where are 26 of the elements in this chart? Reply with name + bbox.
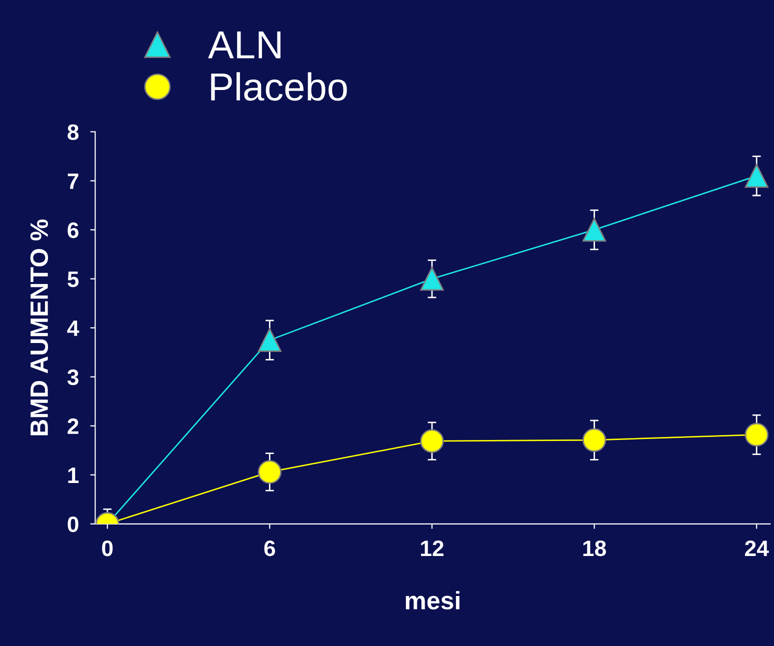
y-tick-label: 7 [68,174,78,189]
legend-label: ALN [208,32,280,58]
x-tick-label: 6 [264,540,276,556]
point [744,164,768,188]
x-axis-title: mesi [406,591,460,610]
legend-label: Placebo [211,72,347,101]
point [258,328,282,352]
y-tick-label: 6 [68,222,78,238]
point [744,422,768,447]
point [258,460,282,484]
point [420,429,444,453]
y-axis-title: BMD AUMENTO % [30,219,48,436]
y-tick-label: 0 [68,516,78,532]
y-tick-label: 5 [68,272,79,288]
x-tick-label: 24 [745,540,769,556]
y-tick-label: 3 [67,369,78,386]
point [582,428,606,452]
y-tick-label: 4 [67,320,80,336]
x-tick-label: 12 [421,540,444,556]
x-tick-label: 0 [102,540,113,556]
point [582,218,606,242]
x-tick-label: 18 [583,540,606,556]
point [420,267,444,291]
y-tick-label: 8 [68,124,79,140]
y-tick-label: 1 [68,468,79,483]
y-tick-label: 2 [68,418,78,434]
